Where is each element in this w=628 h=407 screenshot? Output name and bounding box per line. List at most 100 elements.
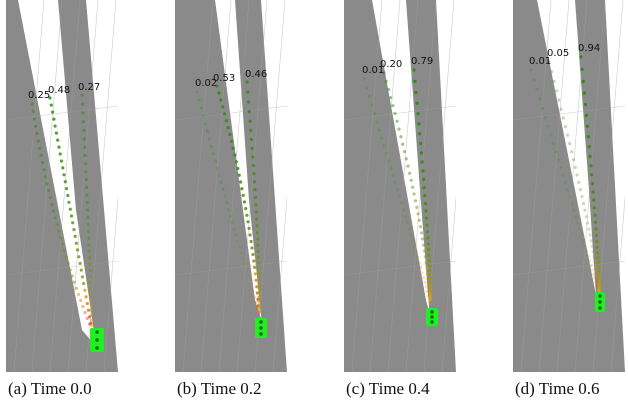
trajectory-point: [419, 141, 423, 146]
trajectory-point: [211, 152, 215, 156]
trajectory-point: [426, 242, 430, 246]
trajectory-point: [597, 282, 601, 286]
grid-line: [6, 260, 118, 276]
trajectory-point: [255, 285, 259, 289]
trajectory-point: [71, 221, 75, 225]
trajectory-point: [592, 206, 596, 210]
trajectory-point: [45, 182, 49, 186]
trajectory-point: [68, 268, 72, 272]
trajectory-point: [428, 298, 432, 302]
lane-line: [49, 0, 81, 372]
trajectory-point: [217, 173, 221, 177]
trajectory-point: [587, 145, 591, 149]
trajectory-point: [247, 100, 251, 104]
vehicle-marker: [259, 332, 263, 336]
trajectory-point: [81, 111, 85, 115]
trajectory-point: [231, 146, 235, 150]
vehicle-marker: [430, 310, 434, 314]
trajectory-point: [581, 239, 585, 243]
trajectory-point: [230, 220, 234, 224]
lane-line: [610, 194, 625, 372]
trajectory-point: [592, 255, 596, 259]
trajectory-point: [256, 249, 260, 254]
trajectory-point: [219, 180, 223, 184]
trajectory-point: [412, 68, 416, 72]
trajectory-point: [56, 138, 60, 142]
trajectory-point: [597, 273, 601, 277]
trajectory-point: [428, 293, 432, 297]
trajectory-point: [87, 243, 91, 247]
trajectory-point: [209, 144, 213, 148]
trajectory-point: [414, 250, 418, 254]
trajectory-point: [391, 173, 395, 178]
trajectory-point: [393, 181, 397, 185]
trajectory-point: [90, 318, 94, 322]
trajectory-point: [419, 266, 423, 270]
trajectory-point: [417, 261, 421, 265]
trajectory-point: [428, 291, 432, 295]
trajectory-point: [592, 198, 596, 202]
panel-b-plot: 0.02 0.53 0.46: [175, 0, 287, 372]
panel-a-plot: 0.25 0.48 0.27: [6, 0, 118, 372]
vehicle-marker: [95, 338, 99, 342]
trajectory-point: [372, 111, 377, 115]
trajectory-point: [597, 279, 601, 283]
trajectory-point: [420, 271, 424, 275]
trajectory-point: [48, 96, 52, 100]
trajectory-point: [593, 213, 597, 217]
trajectory-point: [252, 180, 256, 184]
trajectory-point: [80, 275, 85, 279]
trajectory-point: [84, 170, 88, 174]
trajectory-point: [251, 290, 255, 294]
trajectory-point: [416, 112, 420, 116]
trajectory-point: [594, 280, 598, 284]
road-surface: [575, 0, 625, 372]
trajectory-point: [219, 98, 223, 102]
trajectory-point: [590, 182, 594, 186]
trajectory-point: [50, 202, 54, 206]
vehicle-marker: [598, 306, 602, 310]
trajectory-point: [532, 78, 536, 82]
trajectory-point: [584, 249, 589, 253]
trajectory-point: [253, 272, 257, 276]
lane-line: [200, 0, 232, 372]
lane-line: [254, 0, 286, 372]
trajectory-point: [89, 308, 93, 312]
trajectory-point: [253, 195, 257, 199]
trajectory-point: [535, 88, 539, 92]
trajectory-point: [254, 203, 258, 207]
trajectory-point: [256, 237, 260, 241]
trajectory-point: [257, 303, 261, 307]
trajectory-point: [246, 220, 250, 224]
trajectory-point: [421, 237, 425, 241]
trajectory-point: [416, 255, 420, 259]
trajectory-point: [228, 132, 232, 137]
trajectory-point: [578, 188, 582, 192]
trajectory-point: [80, 102, 85, 106]
trajectory-point: [411, 238, 415, 243]
trajectory-point: [81, 304, 85, 309]
trajectory-point: [554, 89, 559, 93]
trajectory-point: [425, 230, 430, 234]
trajectory-point: [73, 234, 77, 238]
trajectory-point: [77, 255, 81, 259]
lane-line: [405, 0, 437, 372]
trajectory-point: [546, 124, 550, 128]
trajectory-point: [32, 117, 36, 121]
trajectory-point: [239, 180, 243, 184]
trajectory-point: [254, 300, 258, 304]
probability-label-1: 0.02: [195, 78, 217, 89]
trajectory-point: [579, 55, 583, 59]
trajectory-point: [404, 157, 408, 161]
panel-c: 0.01 0.20 0.79: [344, 0, 456, 372]
grid-line: [6, 105, 118, 121]
trajectory-point: [88, 280, 93, 284]
trajectory-point: [247, 226, 251, 230]
trajectory-point: [596, 265, 601, 269]
trajectory-point: [246, 274, 250, 278]
road-surface: [58, 0, 118, 372]
trajectory-point: [403, 214, 407, 218]
trajectory-point: [421, 243, 426, 247]
trajectory-point: [595, 245, 599, 249]
trajectory-point: [69, 214, 74, 218]
